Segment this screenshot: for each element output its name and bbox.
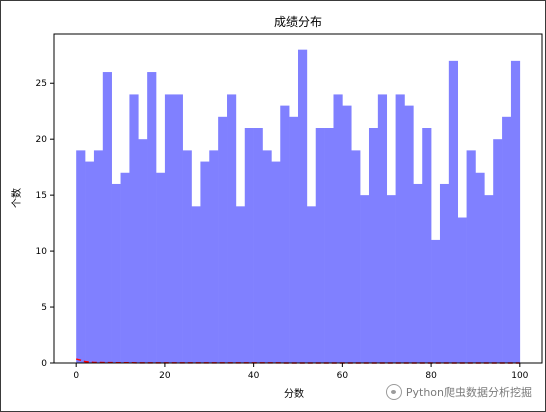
y-axis-label: 个数 (10, 188, 23, 208)
x-axis-ticks: 0 20 40 60 80 100 (73, 363, 529, 381)
histogram-bar (244, 128, 254, 363)
x-axis-label: 分数 (284, 387, 304, 400)
histogram-bar (431, 239, 441, 363)
histogram-bar (475, 172, 485, 363)
histogram-bar (271, 161, 281, 363)
x-tick-label: 100 (511, 371, 528, 381)
histogram-bar (333, 94, 343, 363)
histogram-bar (218, 116, 228, 363)
histogram-bar (200, 161, 210, 363)
histogram-bar (156, 172, 166, 363)
histogram-bar (85, 161, 95, 363)
histogram-bar (147, 72, 157, 364)
plot-area-border (53, 33, 543, 364)
histogram-bar (342, 105, 352, 363)
bars-group (76, 49, 521, 364)
x-tick-label: 20 (159, 371, 171, 381)
histogram-bar (138, 139, 148, 363)
chart-title: 成绩分布 (274, 15, 322, 29)
histogram-bar (209, 150, 219, 363)
histogram-bar (422, 128, 432, 363)
histogram-bar (235, 206, 246, 363)
histogram-bar (111, 183, 121, 363)
histogram-bar (120, 172, 130, 363)
y-tick-label: 10 (36, 247, 48, 257)
histogram-bar (413, 183, 423, 363)
histogram-bar (448, 60, 459, 363)
histogram-bar (191, 206, 201, 363)
histogram-bar (493, 139, 503, 363)
histogram-bar (315, 128, 325, 363)
x-tick-label: 0 (73, 371, 79, 381)
histogram-bar (484, 195, 494, 363)
histogram-bar (466, 150, 476, 363)
wechat-icon (385, 384, 402, 400)
histogram-bar (510, 60, 521, 363)
watermark-text: Python爬虫数据分析挖掘 (405, 386, 532, 399)
histogram-bar (377, 94, 388, 363)
histogram-bar (386, 195, 396, 363)
y-axis-ticks: 0 5 10 15 20 25 (36, 79, 54, 369)
histogram-bar (164, 94, 175, 363)
histogram-bar (280, 105, 290, 363)
histogram-bar (76, 150, 86, 363)
histogram-bar (227, 94, 237, 363)
histogram-bar (129, 94, 139, 363)
histogram-bar (360, 195, 370, 363)
histogram-bar (182, 150, 192, 363)
histogram-bar (368, 128, 379, 363)
histogram-bar (289, 116, 299, 363)
histogram-bar (298, 49, 308, 364)
y-tick-label: 15 (36, 191, 47, 201)
histogram-bar (102, 72, 112, 364)
x-tick-label: 80 (425, 371, 437, 381)
histogram-bar (262, 150, 272, 363)
histogram-bar (253, 128, 263, 363)
watermark: Python爬虫数据分析挖掘 (385, 384, 532, 400)
histogram-bar (439, 183, 450, 363)
y-tick-label: 0 (41, 359, 47, 369)
histogram-bar (395, 94, 405, 363)
histogram-bar (324, 128, 334, 363)
histogram-bar (404, 105, 414, 363)
y-tick-label: 5 (41, 303, 47, 313)
histogram-bar (457, 217, 467, 363)
y-tick-label: 25 (36, 79, 47, 89)
x-tick-label: 60 (337, 371, 349, 381)
histogram-bar (502, 116, 512, 363)
y-tick-label: 20 (36, 135, 48, 145)
histogram-bar (306, 206, 317, 363)
x-tick-label: 40 (248, 371, 260, 381)
histogram-bar (173, 94, 183, 363)
histogram-bar (351, 150, 361, 363)
histogram-bar (93, 150, 104, 363)
